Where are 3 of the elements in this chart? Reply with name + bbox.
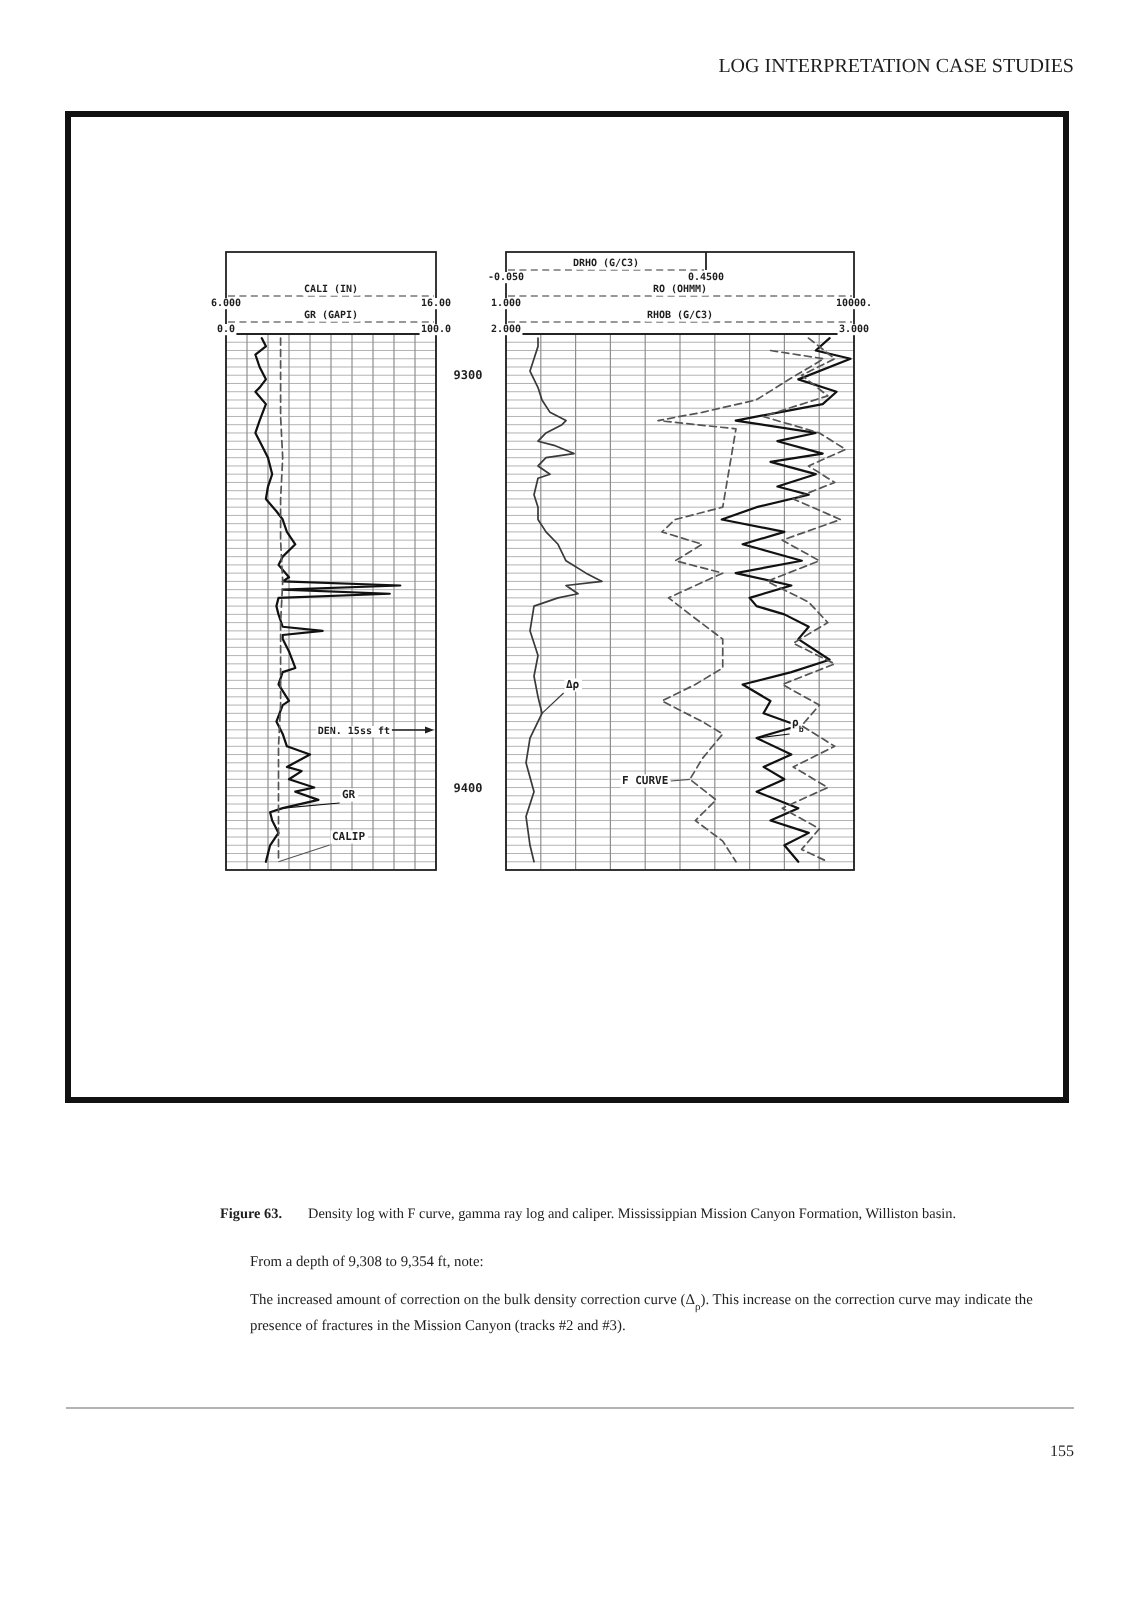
line-series bbox=[254, 337, 402, 863]
text: LOG INTERPRETATION CASE STUDIES bbox=[718, 56, 1074, 78]
text: 155 bbox=[1050, 1442, 1074, 1460]
